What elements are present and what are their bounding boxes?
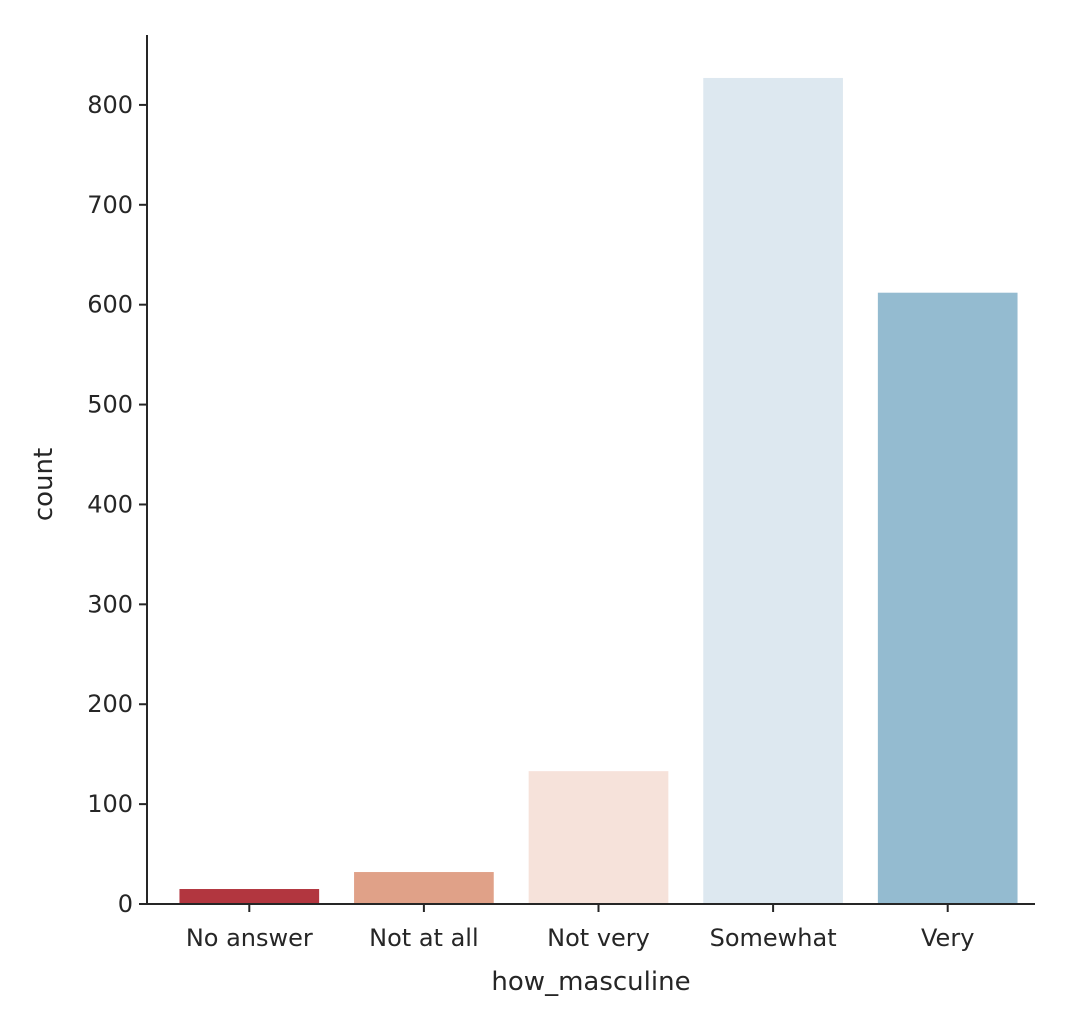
y-axis-title: count: [29, 448, 59, 521]
y-tick-label: 500: [87, 391, 133, 419]
y-tick-label: 300: [87, 590, 133, 618]
x-tick-label: Not very: [547, 924, 650, 952]
y-tick-label: 800: [87, 91, 133, 119]
y-tick-label: 400: [87, 490, 133, 518]
y-tick-label: 200: [87, 690, 133, 718]
bar-somewhat: [703, 77, 843, 905]
y-axis-ticks: 0 100 200 300 400 500 600 700 800: [87, 91, 147, 918]
y-tick-label: 0: [118, 890, 133, 918]
bars-group: [179, 77, 1018, 905]
y-tick-label: 700: [87, 191, 133, 219]
x-tick-label: Not at all: [369, 924, 478, 952]
bar-not-very: [528, 771, 669, 904]
bar-very: [877, 292, 1018, 904]
x-tick-label: Somewhat: [710, 924, 837, 952]
y-tick-label: 600: [87, 291, 133, 319]
x-tick-label: No answer: [186, 924, 313, 952]
bar-not-at-all: [354, 872, 494, 904]
x-axis-ticks: No answer Not at all Not very Somewhat Very: [186, 904, 974, 952]
x-axis-title: how_masculine: [491, 967, 690, 997]
bar-no-answer: [179, 889, 320, 904]
x-tick-label: Very: [921, 924, 974, 952]
y-tick-label: 100: [87, 790, 133, 818]
